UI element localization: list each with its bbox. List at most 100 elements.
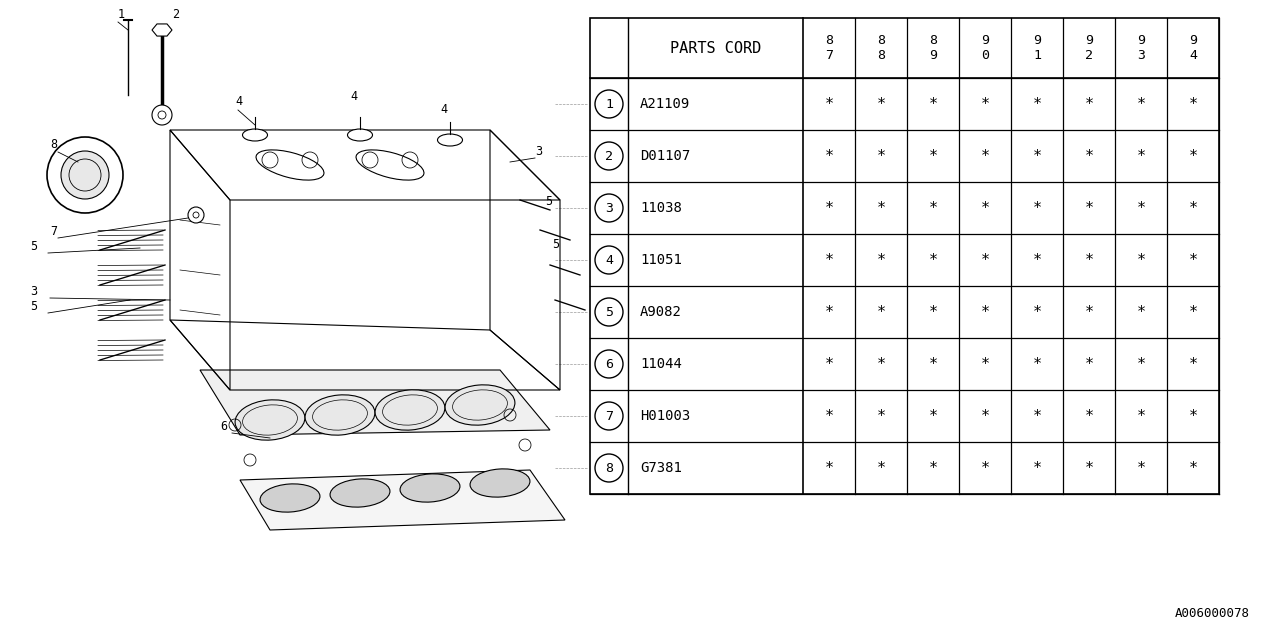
Text: *: * — [877, 461, 886, 476]
Text: *: * — [980, 461, 989, 476]
Text: 4: 4 — [236, 95, 242, 108]
Text: 11044: 11044 — [640, 357, 682, 371]
Text: *: * — [928, 200, 937, 216]
Text: 6: 6 — [605, 358, 613, 371]
Text: *: * — [980, 148, 989, 163]
Text: *: * — [1137, 97, 1146, 111]
Text: 4: 4 — [440, 103, 447, 116]
Text: *: * — [1084, 356, 1093, 371]
Text: *: * — [928, 305, 937, 319]
Text: *: * — [928, 408, 937, 424]
Text: 9
2: 9 2 — [1085, 34, 1093, 62]
Text: *: * — [1033, 148, 1042, 163]
Ellipse shape — [445, 385, 515, 425]
Text: 9
3: 9 3 — [1137, 34, 1146, 62]
Text: *: * — [877, 253, 886, 268]
Text: 1: 1 — [605, 97, 613, 111]
Text: 9
4: 9 4 — [1189, 34, 1197, 62]
Text: *: * — [1188, 408, 1198, 424]
Text: *: * — [877, 97, 886, 111]
Text: *: * — [1084, 148, 1093, 163]
Text: 11051: 11051 — [640, 253, 682, 267]
Text: 5: 5 — [552, 238, 559, 251]
Text: *: * — [1188, 97, 1198, 111]
Text: 8
8: 8 8 — [877, 34, 884, 62]
Text: *: * — [980, 356, 989, 371]
Text: *: * — [1188, 253, 1198, 268]
Text: *: * — [1137, 253, 1146, 268]
Text: *: * — [877, 356, 886, 371]
Text: 5: 5 — [605, 305, 613, 319]
Text: 5: 5 — [29, 300, 37, 313]
Polygon shape — [241, 470, 564, 530]
Text: *: * — [1033, 97, 1042, 111]
Text: *: * — [1137, 305, 1146, 319]
Text: *: * — [1137, 408, 1146, 424]
Text: *: * — [980, 200, 989, 216]
Text: *: * — [928, 253, 937, 268]
Text: 1: 1 — [118, 8, 125, 21]
Ellipse shape — [347, 129, 372, 141]
Text: *: * — [1137, 356, 1146, 371]
Text: *: * — [877, 200, 886, 216]
Text: *: * — [824, 253, 833, 268]
Text: D01107: D01107 — [640, 149, 690, 163]
Text: *: * — [928, 148, 937, 163]
Text: 11038: 11038 — [640, 201, 682, 215]
Text: *: * — [877, 408, 886, 424]
Text: *: * — [1188, 461, 1198, 476]
Text: A21109: A21109 — [640, 97, 690, 111]
Text: *: * — [928, 356, 937, 371]
Text: *: * — [980, 305, 989, 319]
Ellipse shape — [236, 400, 305, 440]
Text: *: * — [824, 408, 833, 424]
Text: 2: 2 — [172, 8, 179, 21]
Text: 3: 3 — [605, 202, 613, 214]
Text: 9
1: 9 1 — [1033, 34, 1041, 62]
Bar — [590, 18, 1219, 494]
Text: *: * — [928, 461, 937, 476]
Text: 3: 3 — [29, 285, 37, 298]
Polygon shape — [152, 24, 172, 36]
Circle shape — [152, 105, 172, 125]
Ellipse shape — [470, 469, 530, 497]
Polygon shape — [200, 370, 550, 435]
Ellipse shape — [330, 479, 390, 507]
Text: A9082: A9082 — [640, 305, 682, 319]
Text: *: * — [877, 305, 886, 319]
Text: *: * — [1033, 461, 1042, 476]
Text: *: * — [1188, 200, 1198, 216]
Ellipse shape — [401, 474, 460, 502]
Text: *: * — [1137, 461, 1146, 476]
Text: *: * — [980, 97, 989, 111]
Text: *: * — [1084, 200, 1093, 216]
Text: H01003: H01003 — [640, 409, 690, 423]
Text: *: * — [1188, 356, 1198, 371]
Text: *: * — [824, 148, 833, 163]
Text: *: * — [980, 253, 989, 268]
Text: G7381: G7381 — [640, 461, 682, 475]
Text: 5: 5 — [29, 240, 37, 253]
Text: *: * — [1033, 356, 1042, 371]
Text: *: * — [980, 408, 989, 424]
Text: *: * — [1084, 305, 1093, 319]
Circle shape — [47, 137, 123, 213]
Text: *: * — [1188, 148, 1198, 163]
Text: PARTS CORD: PARTS CORD — [669, 40, 762, 56]
Text: 7: 7 — [605, 410, 613, 422]
Ellipse shape — [305, 395, 375, 435]
Text: 7: 7 — [50, 225, 58, 238]
Text: *: * — [1033, 408, 1042, 424]
Text: *: * — [824, 305, 833, 319]
Ellipse shape — [260, 484, 320, 512]
Text: 6: 6 — [220, 420, 227, 433]
Text: 2: 2 — [605, 150, 613, 163]
Text: *: * — [1033, 305, 1042, 319]
Text: 8: 8 — [50, 138, 58, 151]
Text: 8
9: 8 9 — [929, 34, 937, 62]
Text: *: * — [824, 200, 833, 216]
Ellipse shape — [438, 134, 462, 146]
Text: *: * — [1084, 461, 1093, 476]
Ellipse shape — [242, 129, 268, 141]
Text: 9
0: 9 0 — [980, 34, 989, 62]
